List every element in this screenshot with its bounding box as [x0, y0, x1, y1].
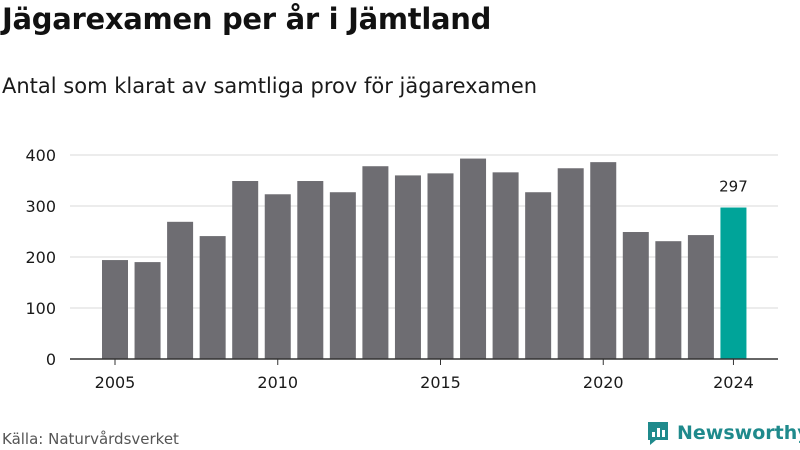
- bar: [394, 175, 421, 359]
- chart-subtitle: Antal som klarat av samtliga prov för jä…: [2, 74, 538, 98]
- bar: [655, 241, 682, 359]
- bar: [525, 192, 552, 359]
- newsworthy-logo-icon: [648, 422, 668, 445]
- brand-name: Newsworthy: [677, 422, 800, 444]
- x-tick-label: 2024: [713, 373, 754, 392]
- y-tick-label: 100: [25, 299, 56, 318]
- bar: [362, 166, 389, 359]
- y-tick-label: 300: [25, 197, 56, 216]
- bar: [297, 181, 324, 359]
- y-tick-label: 200: [25, 248, 56, 267]
- y-tick-label: 400: [25, 146, 56, 165]
- bar: [557, 168, 584, 359]
- data-label: 297: [719, 178, 748, 196]
- bar: [460, 158, 487, 359]
- bar: [134, 262, 161, 359]
- x-tick-label: 2010: [257, 373, 298, 392]
- x-tick-label: 2015: [420, 373, 461, 392]
- bar: [622, 232, 649, 359]
- bar: [687, 235, 714, 359]
- bar: [720, 207, 747, 359]
- x-tick-label: 2020: [583, 373, 624, 392]
- bar: [329, 192, 356, 359]
- y-tick-label: 0: [46, 350, 56, 369]
- bar: [102, 260, 128, 359]
- x-tick-label: 2005: [95, 373, 136, 392]
- brand-logo: Newsworthy: [645, 420, 800, 446]
- bar: [427, 173, 454, 359]
- bar: [590, 162, 617, 359]
- bar-chart: 0 100 200 300 400 297 2005 2010 2015 2020 2024: [25, 146, 778, 392]
- bar: [199, 236, 226, 359]
- bar: [492, 172, 519, 359]
- source-note: Källa: Naturvårdsverket: [2, 430, 179, 448]
- bar: [264, 194, 291, 359]
- bar: [232, 181, 259, 359]
- bar: [167, 221, 194, 359]
- chart-title: Jägarexamen per år i Jämtland: [2, 2, 492, 36]
